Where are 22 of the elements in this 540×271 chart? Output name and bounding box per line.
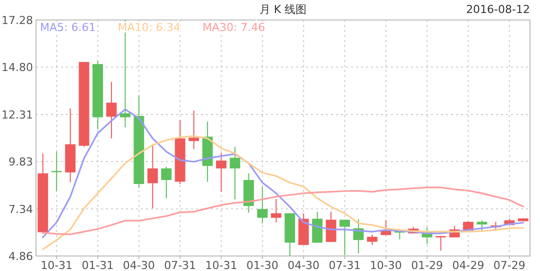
x-tick-label: 10-31 bbox=[40, 259, 73, 271]
y-tick-label: 4.86 bbox=[8, 250, 33, 263]
x-tick-label: 07-31 bbox=[164, 259, 196, 271]
x-tick-label: 10-30 bbox=[370, 259, 402, 271]
y-tick-label: 17.28 bbox=[2, 14, 33, 27]
text: 2016-08-12 bbox=[466, 3, 530, 16]
y-tick-label: 7.34 bbox=[8, 202, 33, 216]
x-tick-label: 07-29 bbox=[493, 259, 526, 271]
y-tick-label: 9.83 bbox=[8, 156, 33, 169]
x-tick-label: 04-30 bbox=[288, 259, 320, 271]
x-tick-label: 01-31 bbox=[82, 259, 114, 271]
x-tick-label: 04-29 bbox=[452, 259, 484, 271]
text: MA5: 6.61 bbox=[40, 21, 96, 34]
y-tick-label: 14.80 bbox=[2, 61, 33, 74]
x-tick-label: 01-29 bbox=[411, 259, 444, 271]
chart-title: 月 K 线图 bbox=[259, 3, 307, 16]
text: MA30: 7.46 bbox=[202, 21, 266, 34]
x-tick-label: 04-30 bbox=[122, 259, 155, 271]
y-tick-label: 12.31 bbox=[2, 108, 33, 122]
x-tick-label: 07-31 bbox=[328, 259, 361, 271]
x-tick-label: 01-30 bbox=[246, 259, 278, 271]
x-tick-label: 10-31 bbox=[205, 259, 238, 271]
